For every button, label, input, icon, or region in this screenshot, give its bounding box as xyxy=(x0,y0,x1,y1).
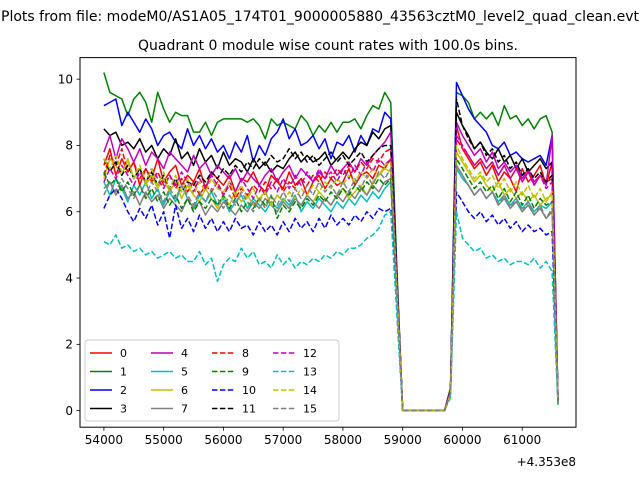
y-tick-label: 4 xyxy=(65,271,73,285)
legend-box xyxy=(84,339,340,422)
series-line-12 xyxy=(103,134,559,412)
legend-label-10: 10 xyxy=(242,384,256,397)
series-line-15 xyxy=(103,164,559,412)
series-line-13 xyxy=(103,210,559,412)
legend-label-9: 9 xyxy=(242,366,249,379)
legend-label-7: 7 xyxy=(181,403,188,416)
series-line-14 xyxy=(103,144,559,412)
legend-label-11: 11 xyxy=(242,403,256,416)
legend-label-5: 5 xyxy=(181,366,188,379)
y-axis: 0 2 4 6 8 10 xyxy=(58,72,80,418)
y-tick-label: 0 xyxy=(65,404,73,418)
x-axis: 54000 55000 56000 57000 58000 59000 60000 61000 xyxy=(85,427,541,447)
x-tick-label: 61000 xyxy=(503,433,541,447)
x-tick-label: 59000 xyxy=(384,433,422,447)
legend-label-15: 15 xyxy=(303,403,317,416)
legend-label-14: 14 xyxy=(303,384,317,397)
series-line-9 xyxy=(103,157,559,412)
legend-label-1: 1 xyxy=(120,366,127,379)
legend-label-8: 8 xyxy=(242,347,249,360)
legend-label-13: 13 xyxy=(303,366,317,379)
x-tick-label: 60000 xyxy=(443,433,481,447)
series-line-1 xyxy=(103,72,559,412)
x-tick-label: 58000 xyxy=(324,433,362,447)
series-line-10 xyxy=(103,187,559,412)
y-tick-label: 6 xyxy=(65,205,73,219)
x-tick-label: 57000 xyxy=(264,433,302,447)
legend-label-3: 3 xyxy=(120,403,127,416)
y-tick-label: 10 xyxy=(58,72,73,86)
figure-suptitle: Plots from file: modeM0/AS1A05_174T01_90… xyxy=(1,9,639,25)
plot-area: 54000 55000 56000 57000 58000 59000 60000 61000… xyxy=(58,57,577,447)
series-line-4 xyxy=(103,121,559,412)
series-line-11 xyxy=(103,98,559,412)
legend-label-2: 2 xyxy=(120,384,127,397)
legend-label-6: 6 xyxy=(181,384,188,397)
legend-label-0: 0 xyxy=(120,347,127,360)
x-tick-label: 55000 xyxy=(145,433,183,447)
axes-frame xyxy=(79,57,577,428)
legend-label-4: 4 xyxy=(181,347,188,360)
x-tick-label: 56000 xyxy=(204,433,242,447)
series-line-2 xyxy=(103,81,559,412)
series-layer xyxy=(103,72,559,412)
y-tick-label: 8 xyxy=(65,139,73,153)
chart-title: Quadrant 0 module wise count rates with … xyxy=(138,38,518,54)
legend-label-12: 12 xyxy=(303,347,317,360)
x-tick-label: 54000 xyxy=(85,433,123,447)
x-offset-label: +4.353e8 xyxy=(517,455,576,469)
y-tick-label: 2 xyxy=(65,338,73,352)
